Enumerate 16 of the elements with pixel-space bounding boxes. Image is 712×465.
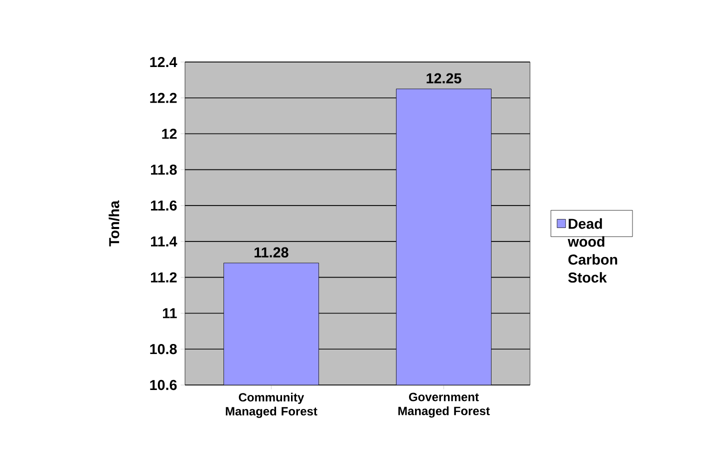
y-tick-label: 11 — [162, 308, 177, 318]
y-tick-label: 11.2 — [151, 272, 177, 282]
data-label: 12.25 — [426, 73, 462, 84]
y-tick-label: 12 — [162, 128, 177, 139]
y-axis-title: Ton/ha — [108, 200, 120, 246]
x-tick-label: Community Managed Forest — [226, 392, 318, 418]
x-tick-label: Government Managed Forest — [398, 392, 490, 418]
data-label: 11.28 — [254, 247, 288, 258]
y-tick-label: 10.8 — [150, 344, 177, 354]
y-tick-label: 11.8 — [151, 164, 177, 175]
y-tick-label: 11.6 — [151, 200, 177, 211]
y-tick-label: 12.4 — [150, 56, 178, 68]
legend-label: Dead wood Carbon Stock — [568, 218, 618, 283]
y-tick-label: 12.2 — [150, 92, 177, 103]
y-tick-label: 11.4 — [151, 236, 178, 246]
y-tick-label: 10.6 — [150, 380, 177, 390]
